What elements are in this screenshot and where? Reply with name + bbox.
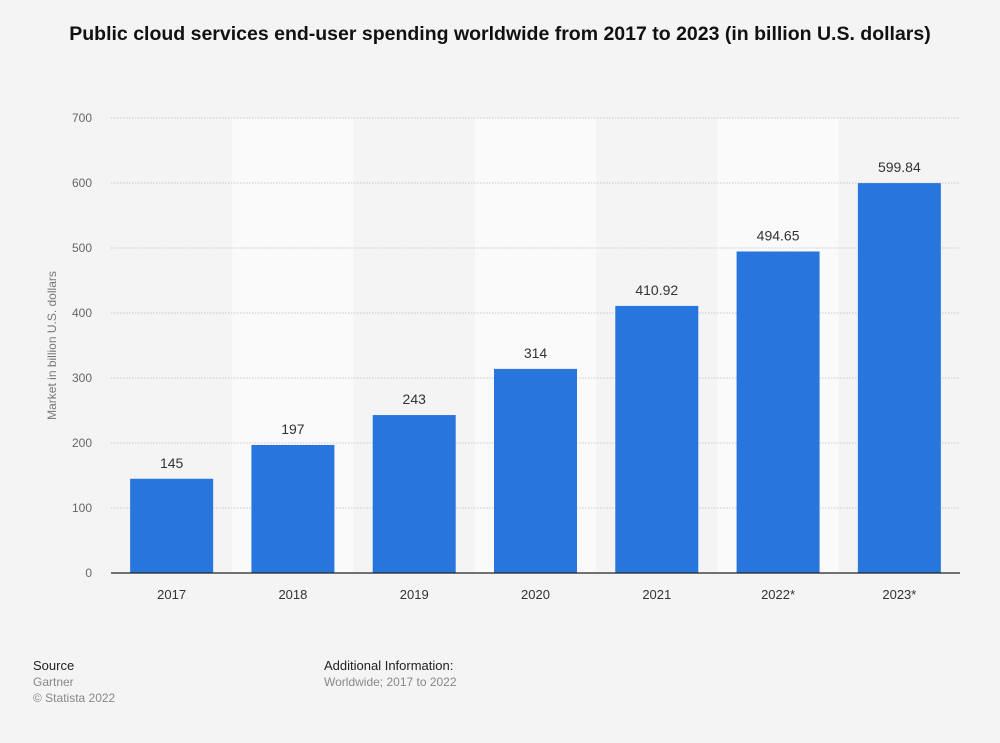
x-tick-label: 2017 bbox=[157, 587, 186, 602]
data-label: 314 bbox=[524, 345, 548, 361]
bar-chart: 0 100 200 300 400 500 600 700 145 2017 197 2018 243 2… bbox=[45, 111, 960, 602]
bar bbox=[857, 183, 941, 573]
source-text: Gartner bbox=[33, 675, 74, 689]
data-label: 243 bbox=[403, 391, 427, 407]
chart-title: Public cloud services end-user spending … bbox=[69, 23, 931, 45]
x-tick-label: 2019 bbox=[400, 587, 429, 602]
y-tick-label: 700 bbox=[72, 111, 92, 125]
bar bbox=[251, 444, 335, 573]
copyright-text: © Statista 2022 bbox=[33, 691, 116, 705]
additional-info-text: Worldwide; 2017 to 2022 bbox=[324, 675, 457, 689]
x-tick-label: 2022* bbox=[761, 587, 795, 602]
x-tick-label: 2018 bbox=[278, 587, 307, 602]
y-axis-label: Market in billion U.S. dollars bbox=[45, 271, 59, 420]
data-label: 494.65 bbox=[757, 227, 800, 243]
x-tick-label: 2020 bbox=[521, 587, 550, 602]
additional-info-heading: Additional Information: bbox=[324, 658, 454, 673]
bar bbox=[372, 415, 456, 573]
source-heading: Source bbox=[33, 658, 75, 673]
bar bbox=[130, 478, 214, 573]
y-tick-label: 400 bbox=[72, 306, 92, 320]
data-label: 599.84 bbox=[878, 159, 921, 175]
y-tick-label: 500 bbox=[72, 241, 92, 255]
data-label: 410.92 bbox=[635, 282, 678, 298]
data-label: 145 bbox=[160, 455, 184, 471]
bar bbox=[494, 368, 577, 573]
y-tick-label: 300 bbox=[72, 371, 92, 385]
y-tick-label: 200 bbox=[72, 436, 92, 450]
y-tick-label: 600 bbox=[72, 176, 92, 190]
x-tick-label: 2021 bbox=[642, 587, 671, 602]
data-label: 197 bbox=[281, 421, 305, 437]
y-tick-label: 0 bbox=[85, 566, 92, 580]
x-tick-label: 2023* bbox=[882, 587, 916, 602]
bar bbox=[615, 305, 699, 573]
y-tick-label: 100 bbox=[72, 501, 92, 515]
bar bbox=[736, 251, 820, 574]
